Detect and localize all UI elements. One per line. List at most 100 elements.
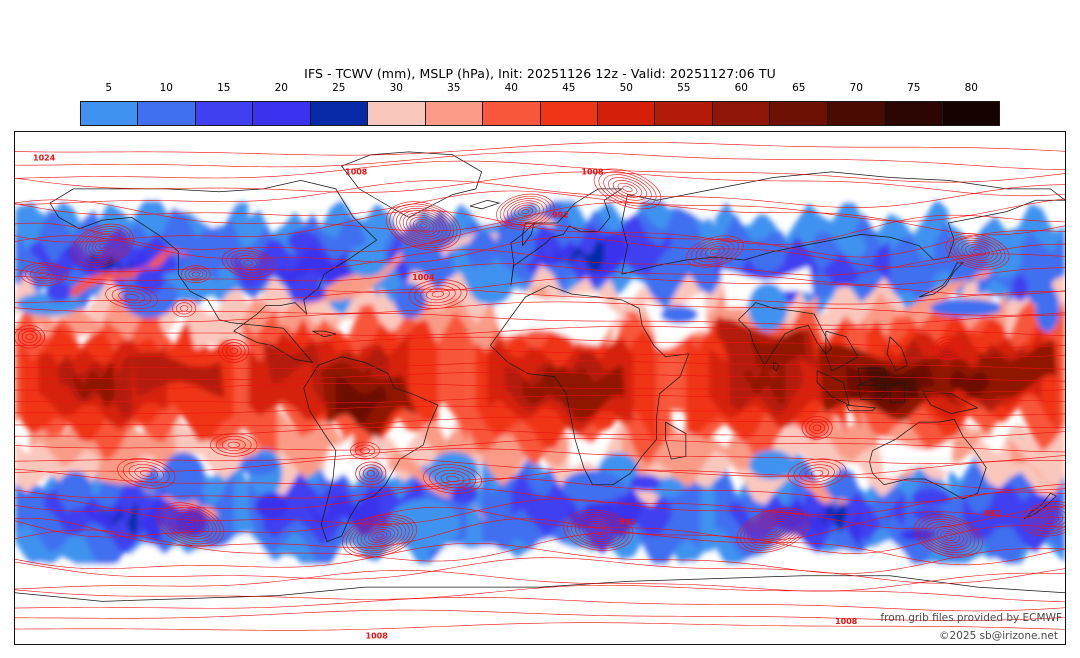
tcwv-plume	[744, 447, 850, 504]
isobar-closed	[622, 185, 633, 193]
isobar	[15, 584, 1065, 602]
tcwv-eddy-core	[176, 506, 208, 538]
tcwv-core	[262, 340, 325, 384]
tcwv-eddy-core	[911, 488, 951, 507]
isobar-closed	[574, 516, 622, 545]
isobar-closed	[185, 521, 195, 528]
isobar-closed	[385, 201, 461, 251]
isobar-closed	[431, 290, 445, 298]
isobar-label: 992	[552, 210, 569, 219]
isobar-closed	[1033, 508, 1065, 530]
isobar-closed	[412, 219, 434, 233]
coastline	[303, 356, 439, 543]
colorbar-bin-35	[425, 102, 484, 125]
isobar	[15, 171, 1065, 197]
isobar	[15, 597, 1065, 612]
world-tcwv-mslp-map[interactable]: 1024 1008 1008 992 1004 992 992 1008 1008	[15, 132, 1065, 644]
tcwv-eddy	[840, 233, 867, 259]
tcwv-eddy-core	[912, 508, 944, 520]
tcwv-dry-patch	[569, 436, 605, 474]
isobar	[15, 382, 1065, 393]
isobar	[15, 275, 1065, 296]
isobar-closed	[758, 521, 789, 540]
tcwv-eddy-core	[450, 484, 478, 505]
isobar-closed	[178, 516, 202, 533]
isobar-closed	[81, 231, 124, 261]
isobar-closed	[499, 195, 551, 228]
colorbar-tick-45: 45	[562, 82, 576, 94]
isobar-closed	[419, 223, 428, 229]
isobar	[15, 405, 1065, 416]
isobar-closed	[172, 299, 197, 318]
isobar-cyclone	[940, 342, 957, 355]
isobar-cyclone	[809, 421, 826, 434]
colorbar: 5 10 15 20 25 30 35 40 45 50 55 60 65 70 75 80	[80, 82, 1000, 126]
isobar-closed	[695, 240, 735, 263]
colorbar-tick-65: 65	[792, 82, 806, 94]
isobar	[15, 622, 1065, 631]
isobar-closed	[364, 527, 395, 545]
isobar-closed	[590, 525, 607, 536]
tcwv-patch	[87, 250, 132, 286]
isobar-closed	[408, 279, 468, 309]
isobar-closed	[944, 533, 953, 539]
isobar-closed	[810, 470, 824, 477]
tcwv-eddy	[748, 237, 786, 272]
tcwv-eddy	[1035, 284, 1060, 333]
isobar	[15, 301, 1065, 316]
isobar-closed	[765, 525, 781, 535]
isobar	[15, 210, 1065, 245]
tcwv-eddy-core	[900, 528, 936, 542]
isobar-closed	[91, 238, 114, 254]
colorbar-bin-80	[942, 102, 999, 125]
isobar-closed	[360, 524, 399, 547]
isobar-closed	[932, 526, 964, 546]
tcwv-eddy-core	[288, 284, 327, 303]
isobar-cyclone	[944, 344, 953, 352]
isobar	[15, 151, 1065, 171]
isobar-cyclone	[222, 342, 246, 360]
isobar-closed	[420, 285, 456, 304]
tcwv-patch	[744, 359, 785, 406]
tcwv-dry-patch	[487, 285, 634, 346]
colorbar-bin-50	[597, 102, 656, 125]
isobar-closed	[1021, 501, 1065, 537]
isobar-closed	[235, 255, 262, 271]
isobar-cyclone	[801, 416, 833, 440]
isobar-closed	[740, 509, 807, 551]
coastline	[869, 418, 987, 500]
isobar	[15, 180, 1065, 208]
isobar-closed	[1041, 513, 1059, 525]
isobar-closed	[965, 244, 990, 259]
data-source-credit: from grib files provided by ECMWF	[880, 612, 1062, 624]
isobar-closed	[155, 502, 225, 547]
map-panel[interactable]: 1024 1008 1008 992 1004 992 992 1008 1008	[14, 131, 1066, 645]
isobar-closed	[184, 267, 208, 281]
isobar-cyclone	[355, 461, 387, 486]
colorbar-bin-5	[81, 102, 139, 125]
isobar-closed	[39, 271, 50, 277]
isobar-closed	[1037, 511, 1064, 527]
isobar-closed	[414, 282, 462, 306]
tcwv-dry-patch	[184, 311, 249, 350]
tcwv-eddy-core	[287, 229, 316, 253]
isobar-closed	[929, 523, 968, 549]
isobar-closed	[416, 221, 431, 231]
isobar-cyclone	[218, 339, 250, 363]
isobar-closed	[434, 470, 471, 488]
isobar-closed	[105, 284, 159, 310]
isobar-closed	[34, 269, 54, 280]
isobar-closed	[345, 516, 414, 556]
isobar-closed	[686, 235, 744, 268]
isobar	[15, 542, 1065, 574]
isobar-closed	[936, 528, 960, 544]
isobar-closed	[945, 233, 1010, 270]
isobar	[15, 326, 1065, 337]
isobar-closed	[227, 441, 240, 449]
colorbar-tick-35: 35	[447, 82, 461, 94]
coastline	[919, 262, 964, 298]
tcwv-core	[131, 352, 225, 399]
isobar-closed	[134, 467, 159, 480]
colorbar-tick-50: 50	[619, 82, 633, 94]
